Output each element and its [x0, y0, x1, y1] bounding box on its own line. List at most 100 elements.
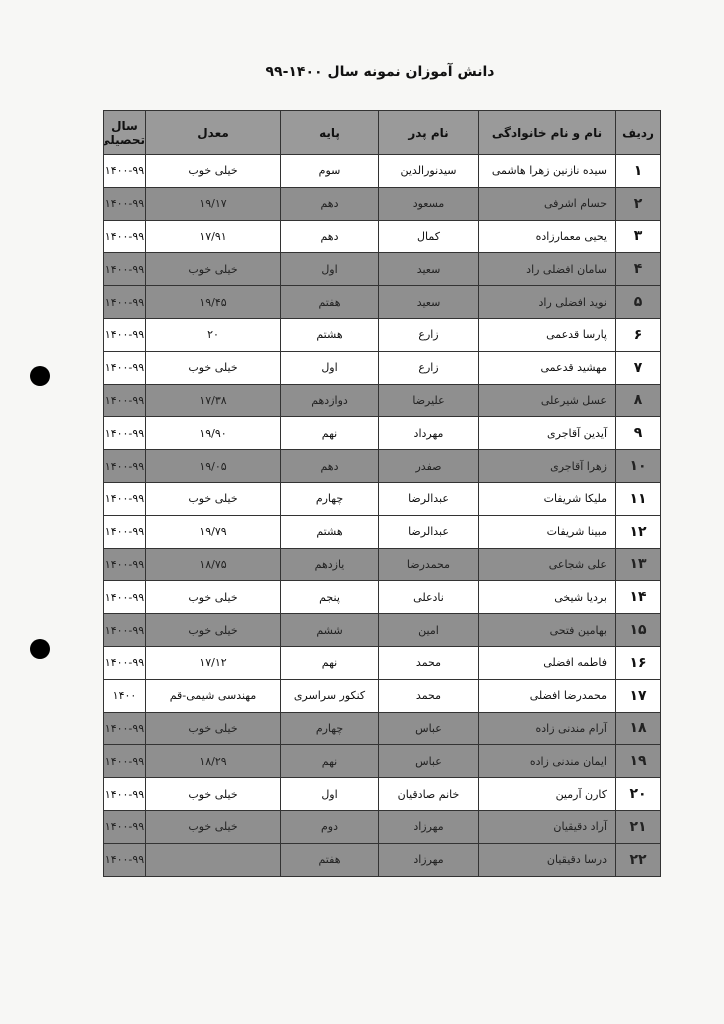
table-cell: مهرزاد — [378, 842, 479, 877]
table-cell: ۱۱ — [615, 481, 661, 516]
table-row: ۸ عسل شیرعلی علیرضا دوازدهم ۱۷/۳۸ ۱۴۰۰-۹۹ — [103, 383, 661, 418]
table-cell: ۱۹/۱۷ — [145, 186, 281, 221]
table-cell: اول — [280, 350, 379, 385]
header-row: ردیف نام و نام خانوادگی نام پدر پایه معدل سال… — [103, 110, 661, 155]
table-cell: نوید افضلی راد — [478, 285, 616, 319]
table-cell: خیلی خوب — [145, 777, 281, 811]
column-header: پایه — [280, 110, 379, 155]
table-cell: ۱۹/۴۵ — [145, 285, 281, 319]
table-cell: زارع — [378, 317, 479, 352]
table-cell: ۱۴۰۰-۹۹ — [103, 285, 146, 319]
table-cell: امین — [378, 613, 479, 647]
table-cell: پنجم — [280, 580, 379, 615]
table-row: ۹ آیدین آقاجری مهرداد نهم ۱۹/۹۰ ۱۴۰۰-۹۹ — [103, 416, 661, 451]
table-cell: ۱۴۰۰-۹۹ — [103, 186, 146, 221]
table-cell: ۵ — [615, 285, 661, 319]
table-cell: هفتم — [280, 285, 379, 319]
table-cell: کارن آرمین — [478, 777, 616, 811]
table-cell: ۱ — [615, 154, 661, 188]
table-cell: ۹ — [615, 416, 661, 451]
table-row: ۵ نوید افضلی راد سعید هفتم ۱۹/۴۵ ۱۴۰۰-۹۹ — [103, 285, 661, 319]
table-cell: ۱۴۰۰-۹۹ — [103, 154, 146, 188]
table-cell: عباس — [378, 744, 479, 779]
table-cell — [145, 842, 281, 877]
table-cell: خیلی خوب — [145, 580, 281, 615]
table-cell: محمد — [378, 678, 479, 713]
table-cell: خیلی خوب — [145, 613, 281, 647]
table-cell: خیلی خوب — [145, 481, 281, 516]
table-row: ۶ پارسا قدعمی زارع هشتم ۲۰ ۱۴۰۰-۹۹ — [103, 317, 661, 352]
title: دانش آموزان نمونه سال ۱۴۰۰-۹۹ — [265, 64, 495, 80]
table-row: ۱۳ علی شجاعی محمدرضا یازدهم ۱۸/۷۵ ۱۴۰۰-۹۹ — [103, 547, 661, 582]
table-cell: ۱۴ — [615, 580, 661, 615]
table-cell: ۱۸/۷۵ — [145, 547, 281, 582]
table-cell: ۱۴۰۰-۹۹ — [103, 645, 146, 680]
punch-hole — [30, 366, 50, 386]
table-cell: مهشید قدعمی — [478, 350, 616, 385]
table-row: ۱۶ فاطمه افضلی محمد نهم ۱۷/۱۲ ۱۴۰۰-۹۹ — [103, 645, 661, 680]
table-cell: ۳ — [615, 219, 661, 254]
table-cell: آرام مندنی زاده — [478, 711, 616, 746]
table-cell: ۱۹/۷۹ — [145, 514, 281, 549]
table-cell: هشتم — [280, 514, 379, 549]
table-cell: خیلی خوب — [145, 154, 281, 188]
table-row: ۲۲ درسا دقیقیان مهرزاد هفتم ۱۴۰۰-۹۹ — [103, 842, 661, 877]
table-cell: زارع — [378, 350, 479, 385]
table-cell: خیلی خوب — [145, 350, 281, 385]
table-row: ۱۵ بهامین فتحی امین ششم خیلی خوب ۱۴۰۰-۹۹ — [103, 613, 661, 647]
table-row: ۴ سامان افضلی راد سعید اول خیلی خوب ۱۴۰۰-۹۹ — [103, 252, 661, 287]
table-cell: کمال — [378, 219, 479, 254]
table-cell: خانم صادقیان — [378, 777, 479, 811]
table-cell: دهم — [280, 449, 379, 483]
table-cell: ۸ — [615, 383, 661, 418]
table-cell: ۱۴۰۰-۹۹ — [103, 777, 146, 811]
table-cell: ۱۴۰۰-۹۹ — [103, 842, 146, 877]
table-cell: ۱۴۰۰-۹۹ — [103, 416, 146, 451]
table-cell: علیرضا — [378, 383, 479, 418]
table-cell: مسعود — [378, 186, 479, 221]
table-cell: اول — [280, 252, 379, 287]
table-cell: ۷ — [615, 350, 661, 385]
table-cell: ۱۴۰۰-۹۹ — [103, 580, 146, 615]
table-cell: ۱۹ — [615, 744, 661, 779]
table-cell: ۱۲ — [615, 514, 661, 549]
table-cell: کنکور سراسری — [280, 678, 379, 713]
table-cell: ۴ — [615, 252, 661, 287]
table-cell: درسا دقیقیان — [478, 842, 616, 877]
table-cell: دهم — [280, 186, 379, 221]
table-cell: نادعلی — [378, 580, 479, 615]
table-cell: محمدرضا افضلی — [478, 678, 616, 713]
column-header: سال تحصیلی — [103, 110, 146, 155]
table-row: ۱ سیده نازنین زهرا هاشمی سیدنورالدین سوم خیل… — [103, 154, 661, 188]
table-row: ۲۱ آراد دقیقیان مهرزاد دوم خیلی خوب ۱۴۰۰-۹۹ — [103, 809, 661, 844]
table-cell: پارسا قدعمی — [478, 317, 616, 352]
table-cell: عبدالرضا — [378, 514, 479, 549]
table-cell: ۱۴۰۰-۹۹ — [103, 383, 146, 418]
table-cell: ۱۴۰۰-۹۹ — [103, 514, 146, 549]
table-cell: آیدین آقاجری — [478, 416, 616, 451]
table-cell: هفتم — [280, 842, 379, 877]
table-cell: مبینا شریفات — [478, 514, 616, 549]
column-header: ردیف — [615, 110, 661, 155]
table-cell: ۱۴۰۰-۹۹ — [103, 613, 146, 647]
table-row: ۲ حسام اشرفی مسعود دهم ۱۹/۱۷ ۱۴۰۰-۹۹ — [103, 186, 661, 221]
table-cell: حسام اشرفی — [478, 186, 616, 221]
table-cell: ۱۴۰۰-۹۹ — [103, 547, 146, 582]
table-cell: اول — [280, 777, 379, 811]
table-cell: ۶ — [615, 317, 661, 352]
table-cell: محمدرضا — [378, 547, 479, 582]
table-cell: چهارم — [280, 481, 379, 516]
table-cell: ۱۶ — [615, 645, 661, 680]
table-cell: ملیکا شریفات — [478, 481, 616, 516]
table-cell: صفدر — [378, 449, 479, 483]
table-cell: ۱۴۰۰-۹۹ — [103, 744, 146, 779]
table-cell: ۱۴۰۰-۹۹ — [103, 219, 146, 254]
table-cell: ۱۴۰۰-۹۹ — [103, 350, 146, 385]
table-row: ۲۰ کارن آرمین خانم صادقیان اول خیلی خوب ۱۴۰۰-… — [103, 777, 661, 811]
table-cell: ۲۱ — [615, 809, 661, 844]
table-cell: بهامین فتحی — [478, 613, 616, 647]
table-cell: ۱۸ — [615, 711, 661, 746]
table-cell: دوم — [280, 809, 379, 844]
table-cell: سعید — [378, 252, 479, 287]
table-cell: عبدالرضا — [378, 481, 479, 516]
